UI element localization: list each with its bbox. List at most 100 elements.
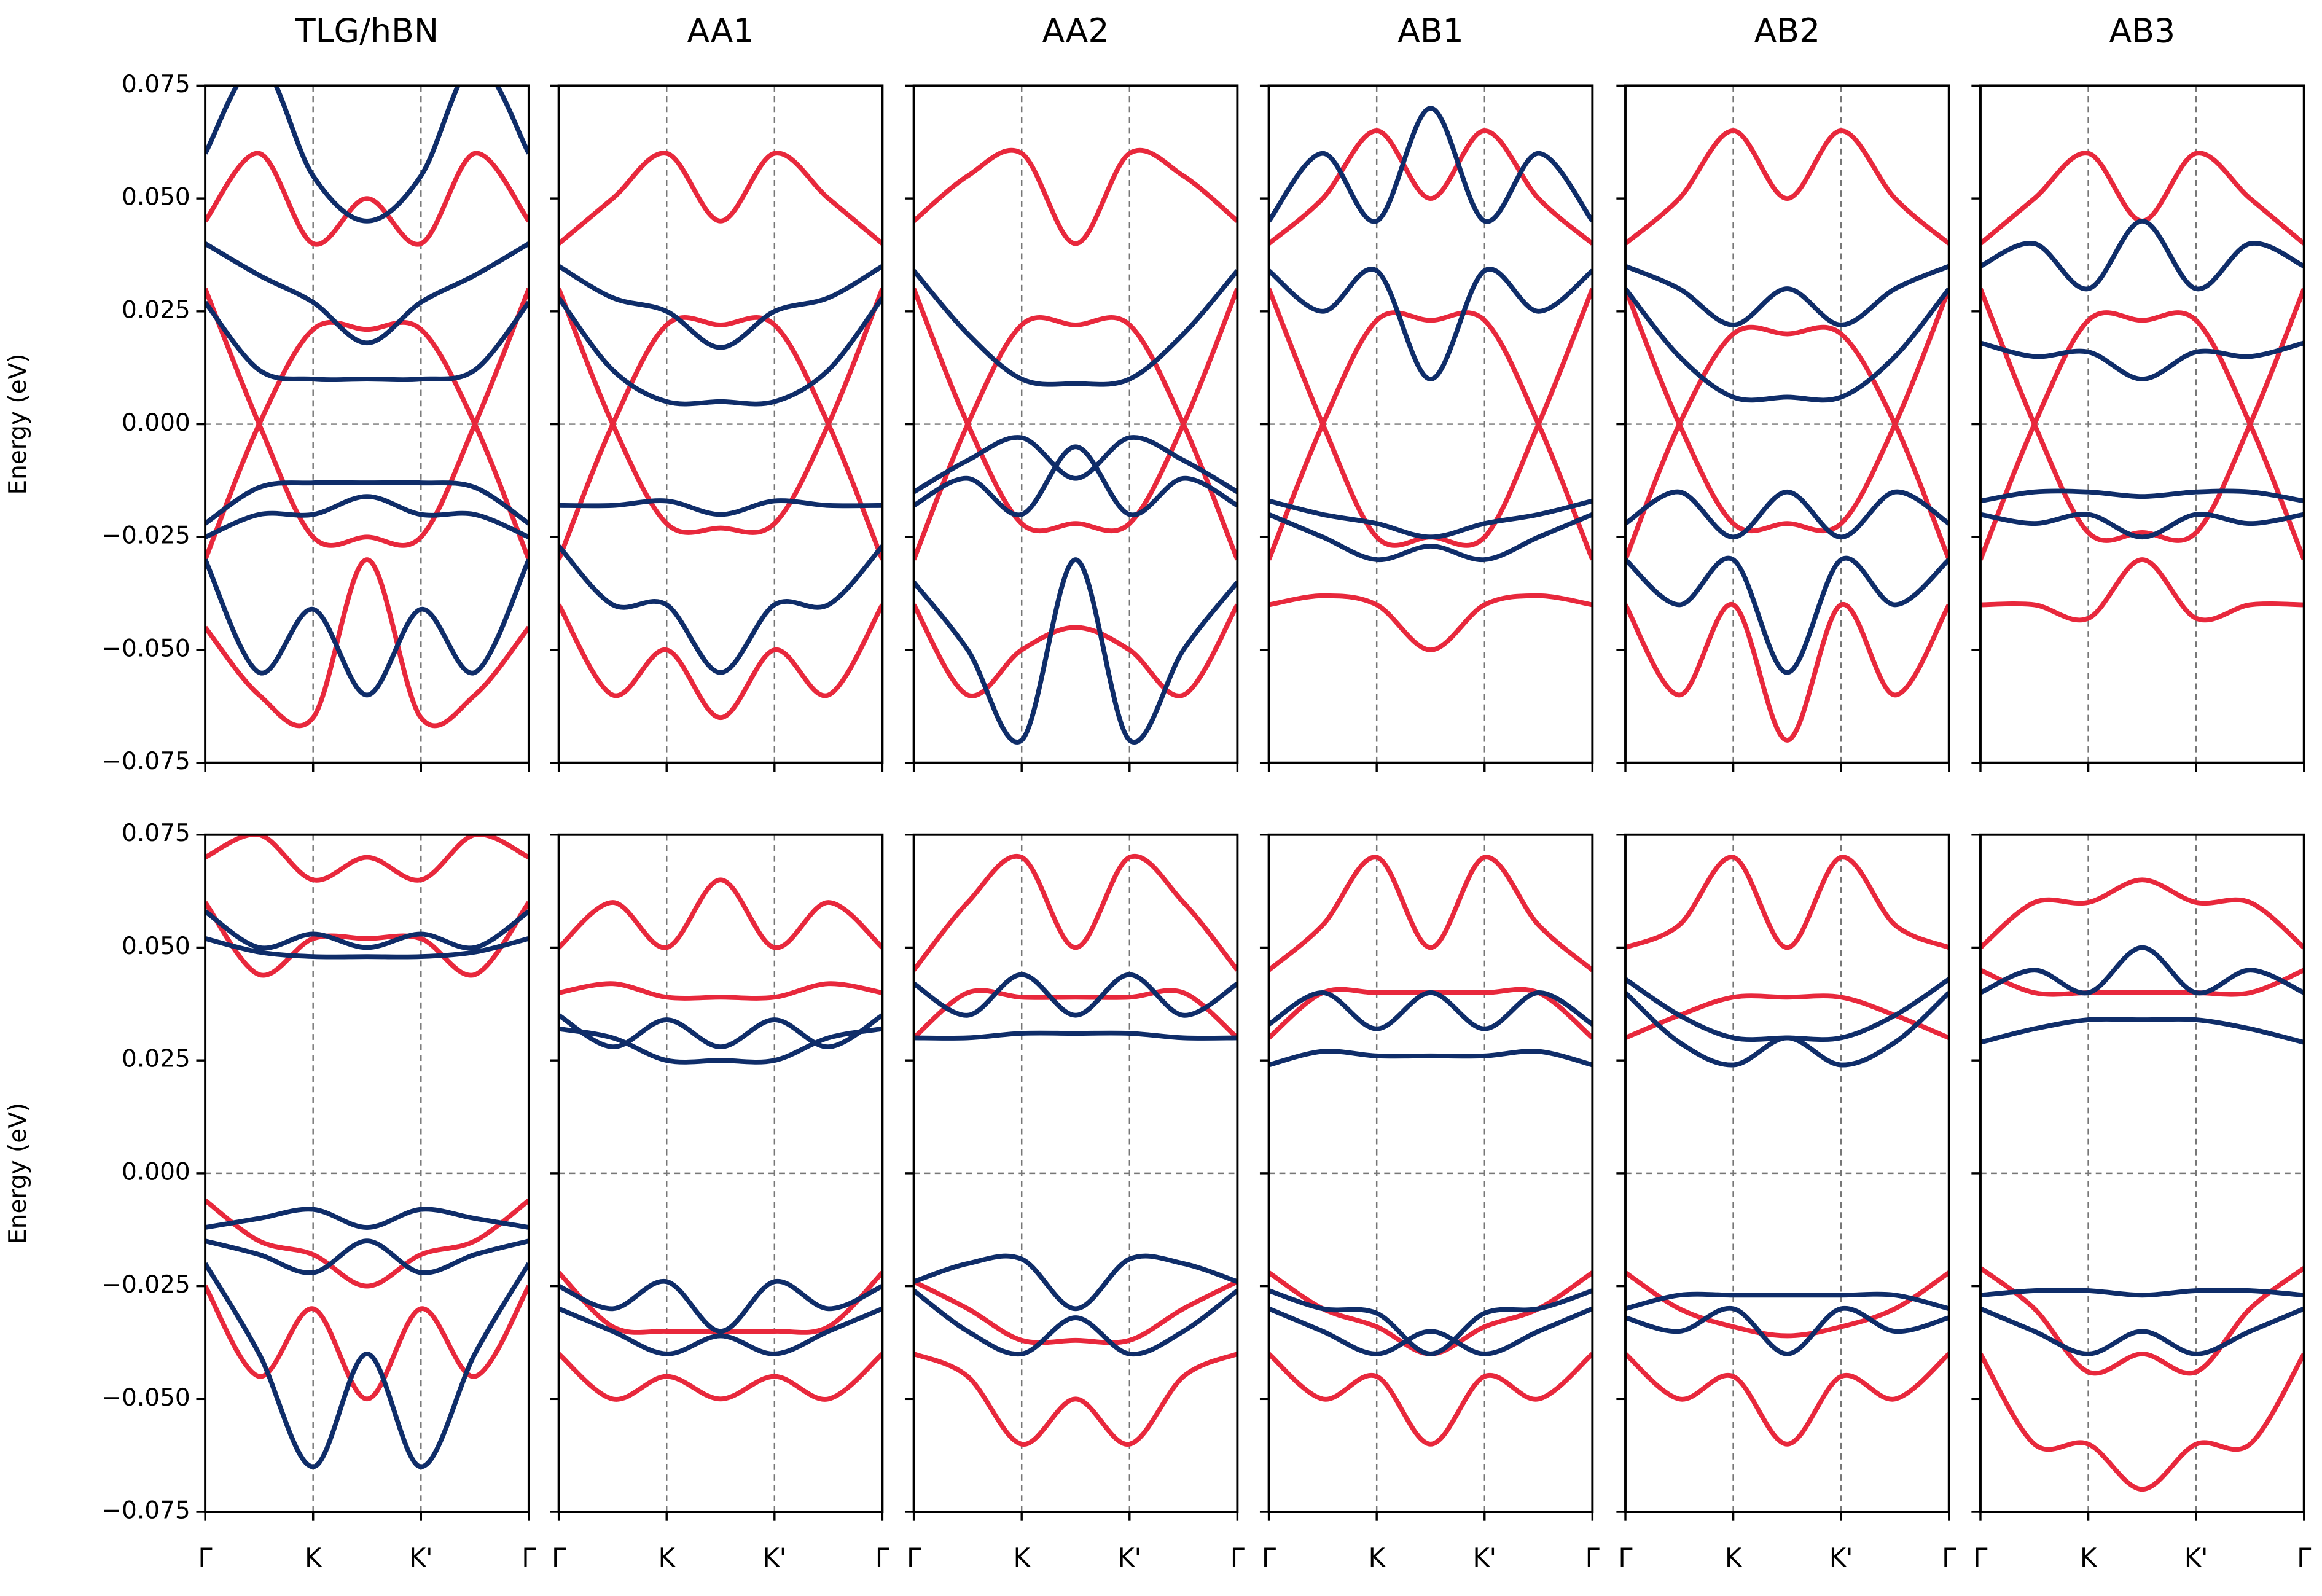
band — [1625, 1291, 1949, 1312]
band — [205, 901, 529, 978]
x-tick-label: Γ — [1585, 1543, 1600, 1573]
band — [1980, 1352, 2304, 1492]
band — [205, 909, 529, 951]
y-tick-label: 0.000 — [122, 409, 190, 437]
band — [913, 1288, 1238, 1357]
band — [1625, 287, 1949, 403]
x-tick-label: Γ — [198, 1543, 213, 1573]
band — [1268, 990, 1593, 1031]
band — [1625, 993, 1949, 1041]
x-tick-label: Γ — [1618, 1543, 1632, 1573]
panel: Γ K K' Γ — [1616, 833, 1956, 1573]
x-tick-label: K' — [1472, 1543, 1496, 1573]
y-tick-label: 0.050 — [122, 184, 190, 211]
y-axis-label: Energy (eV) — [4, 1103, 32, 1244]
band — [558, 1306, 883, 1356]
panel: AB1 — [1259, 12, 1594, 772]
bands — [1980, 877, 2304, 1492]
band — [1980, 557, 2304, 623]
band — [205, 319, 529, 561]
band — [1268, 593, 1593, 652]
band — [1268, 855, 1593, 972]
band — [1268, 128, 1593, 246]
band — [558, 981, 883, 1001]
y-tick-label: −0.050 — [101, 635, 190, 662]
bands — [1980, 151, 2304, 623]
band — [205, 1207, 529, 1230]
x-tick-label: Γ — [552, 1543, 566, 1573]
band — [558, 1013, 883, 1050]
bands — [205, 85, 529, 729]
band — [1980, 877, 2304, 950]
band — [1268, 987, 1593, 1040]
y-tick-label: 0.075 — [122, 71, 190, 98]
band — [558, 603, 883, 721]
x-tick-label: Γ — [522, 1543, 536, 1573]
panel: AA1 — [550, 12, 884, 772]
band — [1268, 1352, 1593, 1447]
x-tick-label: K' — [1829, 1543, 1853, 1573]
band — [1625, 264, 1949, 327]
band — [1625, 1352, 1949, 1447]
band — [205, 936, 529, 960]
band — [1980, 340, 2304, 381]
band — [558, 1278, 883, 1334]
band — [913, 288, 1238, 534]
panel-title: AB2 — [1754, 12, 1821, 50]
panel: Γ K K' Γ — [550, 833, 889, 1573]
bands — [1625, 128, 1949, 743]
x-tick-label: Γ — [907, 1543, 921, 1573]
bands — [1268, 106, 1593, 652]
band — [1625, 1270, 1949, 1339]
band — [1625, 602, 1949, 743]
band — [205, 1198, 529, 1289]
band — [1980, 288, 2304, 543]
band — [205, 241, 529, 346]
bands — [558, 877, 883, 1402]
y-tick-label: 0.050 — [122, 933, 190, 960]
band — [205, 557, 529, 729]
band — [1268, 498, 1593, 540]
band — [913, 1279, 1238, 1345]
band — [205, 151, 529, 247]
band — [1268, 1049, 1593, 1068]
panel: AB2 — [1616, 12, 1950, 772]
y-tick-label: −0.025 — [101, 522, 190, 550]
band — [1268, 267, 1593, 381]
x-tick-label: Γ — [1973, 1543, 1987, 1573]
band — [1268, 512, 1593, 562]
bands — [913, 147, 1238, 745]
band — [1980, 218, 2304, 292]
x-tick-label: K — [305, 1543, 322, 1573]
band — [1625, 977, 1949, 1042]
band — [1625, 324, 1949, 561]
panel: 0.075 0.050 0.025 0.000 −0.025 −0.050 −0.075 Γ K… — [4, 820, 536, 1573]
y-tick-label: 0.000 — [122, 1158, 190, 1186]
panel-title: AA1 — [687, 12, 754, 50]
bands — [1268, 855, 1593, 1447]
panel-title: AB1 — [1398, 12, 1464, 50]
band — [913, 444, 1238, 518]
band — [205, 558, 529, 698]
y-axis-label: Energy (eV) — [4, 354, 32, 495]
band — [558, 264, 883, 350]
band — [913, 269, 1238, 387]
band — [913, 853, 1238, 972]
x-tick-label: Γ — [875, 1543, 889, 1573]
band — [1268, 1288, 1593, 1356]
x-tick-label: K — [1014, 1543, 1031, 1573]
band — [1980, 1306, 2304, 1356]
y-tick-label: −0.075 — [101, 748, 190, 775]
band — [1980, 310, 2304, 561]
x-tick-label: Γ — [2297, 1543, 2311, 1573]
band — [1268, 310, 1593, 561]
band — [1625, 489, 1949, 540]
band — [1625, 288, 1949, 534]
band — [1268, 288, 1593, 548]
band — [205, 85, 529, 224]
band — [913, 1030, 1238, 1041]
y-tick-label: 0.075 — [122, 820, 190, 847]
band — [1625, 128, 1949, 246]
